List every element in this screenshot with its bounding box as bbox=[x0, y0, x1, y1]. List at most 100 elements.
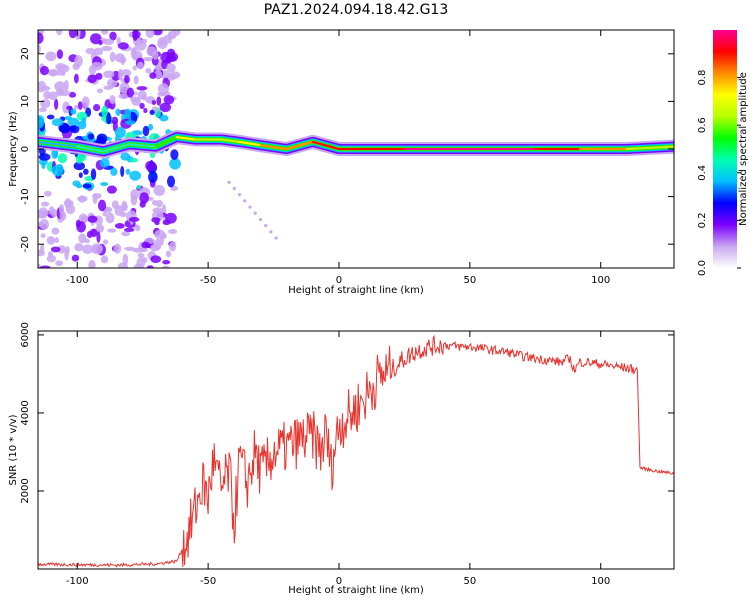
noise-blob bbox=[46, 236, 56, 245]
noise-blob bbox=[166, 175, 176, 188]
x-tick-label: -100 bbox=[66, 275, 89, 286]
noise-blob bbox=[41, 161, 46, 170]
noise-blob bbox=[70, 125, 80, 134]
x-tick-label: -50 bbox=[200, 576, 216, 587]
noise-blob bbox=[83, 168, 89, 175]
noise-blob bbox=[156, 96, 162, 106]
ridge-peak bbox=[311, 140, 340, 150]
snr-marks bbox=[38, 334, 674, 568]
noise-blob bbox=[115, 108, 121, 117]
noise-blob bbox=[87, 74, 98, 84]
spectrogram-x-ticks: -100 -50 0 50 100 bbox=[66, 30, 610, 286]
noise-blob bbox=[38, 221, 44, 227]
noise-blob bbox=[38, 32, 44, 44]
noise-blob bbox=[51, 227, 60, 235]
noise-blob bbox=[75, 154, 84, 164]
noise-blob bbox=[54, 81, 66, 92]
noise-blob bbox=[237, 193, 242, 197]
noise-blob bbox=[132, 247, 144, 253]
y-tick-label: 4000 bbox=[20, 400, 31, 425]
noise-blob bbox=[145, 67, 152, 74]
noise-blob bbox=[139, 102, 145, 110]
noise-blob bbox=[152, 199, 158, 206]
noise-blob bbox=[274, 236, 278, 240]
noise-blob bbox=[126, 87, 135, 98]
noise-blob bbox=[129, 96, 141, 103]
noise-blob bbox=[82, 244, 94, 254]
noise-blob bbox=[161, 59, 168, 70]
noise-blob bbox=[154, 238, 162, 251]
noise-blob bbox=[162, 265, 170, 268]
noise-blob bbox=[227, 180, 231, 184]
noise-blob bbox=[74, 104, 79, 110]
x-tick-label: 50 bbox=[463, 576, 476, 587]
noise-blob bbox=[124, 227, 135, 232]
noise-blob bbox=[132, 30, 138, 42]
noise-blob bbox=[107, 228, 117, 233]
noise-blob bbox=[78, 233, 87, 244]
x-tick-label: 50 bbox=[463, 275, 476, 286]
noise-blob bbox=[38, 107, 47, 113]
noise-blob bbox=[40, 233, 46, 238]
noise-blob bbox=[106, 78, 118, 88]
noise-blob bbox=[74, 243, 84, 252]
noise-blob bbox=[142, 56, 154, 62]
snr-line bbox=[38, 334, 674, 568]
noise-blob bbox=[44, 190, 52, 197]
noise-blob bbox=[167, 48, 176, 58]
noise-blob bbox=[130, 47, 138, 59]
noise-blob bbox=[40, 86, 51, 91]
noise-blob bbox=[163, 34, 175, 40]
noise-blob bbox=[77, 195, 88, 202]
x-tick-label: 100 bbox=[591, 275, 610, 286]
noise-blob bbox=[162, 233, 167, 239]
noise-blob bbox=[117, 42, 129, 50]
noise-blob bbox=[90, 168, 97, 180]
noise-blob bbox=[109, 31, 117, 41]
noise-blob bbox=[105, 212, 115, 224]
noise-blob bbox=[93, 103, 101, 112]
x-tick-label: -50 bbox=[200, 275, 216, 286]
y-tick-label: 6000 bbox=[20, 322, 31, 347]
ridge-peak bbox=[128, 143, 157, 148]
snr-panel: -100 -50 0 50 100 2000 4000 6000 Height of str… bbox=[8, 322, 675, 596]
noise-blob bbox=[151, 100, 157, 105]
noise-blob bbox=[128, 216, 140, 222]
noise-blob bbox=[159, 114, 169, 122]
noise-blob bbox=[46, 254, 57, 263]
noise-blob bbox=[58, 204, 65, 214]
noise-blob bbox=[39, 265, 51, 268]
noise-blob bbox=[152, 30, 163, 36]
y-tick-label: -20 bbox=[20, 236, 31, 252]
colorbar-tick-label: 0.2 bbox=[697, 212, 708, 228]
noise-blob bbox=[40, 201, 50, 207]
noise-blob bbox=[38, 43, 41, 54]
ridge-peak bbox=[220, 138, 241, 143]
noise-blob bbox=[124, 75, 130, 84]
noise-blob bbox=[101, 105, 108, 117]
noise-blob bbox=[141, 241, 151, 249]
noise-blob bbox=[129, 170, 142, 181]
ridge-peak bbox=[102, 143, 131, 153]
noise-blob bbox=[125, 168, 131, 175]
noise-blob bbox=[124, 120, 136, 125]
ridge-peak bbox=[175, 136, 197, 141]
noise-blob bbox=[38, 263, 41, 268]
noise-blob bbox=[148, 123, 154, 131]
spectrogram-y-ticks: -20 -10 0 10 20 bbox=[20, 47, 674, 252]
noise-blob bbox=[153, 184, 166, 197]
ridge-peak bbox=[625, 145, 674, 150]
noise-blob bbox=[81, 96, 90, 109]
y-tick-label: -10 bbox=[20, 188, 31, 204]
noise-blob bbox=[158, 39, 168, 46]
noise-blob bbox=[103, 70, 115, 79]
noise-blob bbox=[95, 72, 103, 80]
noise-blob bbox=[269, 230, 273, 234]
noise-blob bbox=[169, 157, 181, 170]
noise-blob bbox=[76, 221, 86, 233]
noise-blob bbox=[168, 228, 178, 234]
noise-blob bbox=[98, 40, 103, 46]
x-tick-label: 0 bbox=[336, 275, 342, 286]
noise-blob bbox=[102, 38, 115, 46]
